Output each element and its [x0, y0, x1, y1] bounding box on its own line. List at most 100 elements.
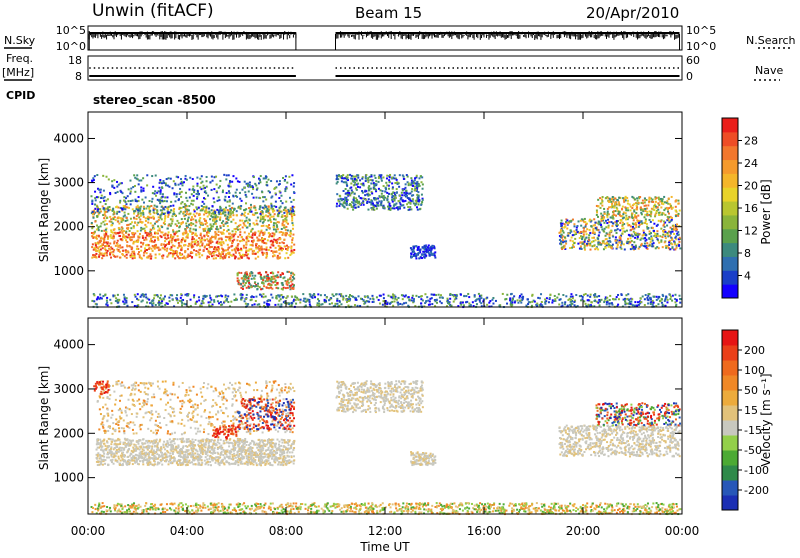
- power-cell: [386, 192, 388, 194]
- power-cell: [677, 215, 679, 217]
- power-cell: [318, 300, 320, 302]
- power-cell: [232, 219, 234, 221]
- power-cell: [676, 223, 678, 225]
- freq-tick-low: 8: [75, 70, 82, 83]
- power-cell: [111, 248, 113, 250]
- power-cell: [653, 223, 655, 225]
- power-cell: [658, 198, 660, 200]
- power-cell: [649, 219, 651, 221]
- power-cell: [612, 244, 614, 246]
- power-cell: [633, 219, 635, 221]
- power-cell: [389, 174, 391, 176]
- power-cell: [229, 211, 231, 213]
- power-cell: [283, 287, 285, 289]
- power-cell: [408, 202, 410, 204]
- power-cell: [266, 210, 268, 212]
- power-cell: [678, 202, 680, 204]
- power-cell: [138, 213, 140, 215]
- power-cell: [257, 285, 259, 287]
- power-cell: [211, 209, 213, 211]
- power-cell: [371, 175, 373, 177]
- power-cell: [656, 230, 658, 232]
- power-cell: [154, 236, 156, 238]
- power-cell: [200, 239, 202, 241]
- power-cell: [633, 210, 635, 212]
- power-cell: [126, 254, 128, 256]
- power-cell: [663, 196, 665, 198]
- power-cell: [286, 283, 288, 285]
- power-cell: [153, 211, 155, 213]
- power-cell: [480, 297, 482, 299]
- power-cell: [600, 224, 602, 226]
- power-cell: [277, 228, 279, 230]
- power-cell: [218, 253, 220, 255]
- power-cell: [240, 287, 242, 289]
- power-cell: [614, 204, 616, 206]
- power-cell: [157, 247, 159, 249]
- power-cell: [644, 208, 646, 210]
- power-cell: [290, 247, 292, 249]
- power-cell: [661, 202, 663, 204]
- power-cell: [251, 193, 253, 195]
- noise-tick-high: 10^5: [56, 24, 86, 37]
- power-cell: [372, 207, 374, 209]
- power-cell: [135, 296, 137, 298]
- power-cell: [251, 272, 253, 274]
- power-cell: [160, 294, 162, 296]
- power-cell: [638, 304, 640, 306]
- power-cell: [93, 294, 95, 296]
- power-cell: [514, 301, 516, 303]
- power-cell: [293, 182, 295, 184]
- power-cell: [103, 200, 105, 202]
- power-cell: [676, 247, 678, 249]
- power-cell: [651, 237, 653, 239]
- power-cell: [677, 200, 679, 202]
- power-cell: [612, 222, 614, 224]
- power-cell: [671, 239, 673, 241]
- power-cell: [650, 298, 652, 300]
- power-cell: [204, 228, 206, 230]
- power-cell: [127, 195, 129, 197]
- power-cell: [223, 242, 225, 244]
- power-cell: [105, 249, 107, 251]
- power-cell: [336, 193, 338, 195]
- power-cell: [378, 299, 380, 301]
- power-cell: [109, 206, 111, 208]
- power-cell: [267, 220, 269, 222]
- power-cell: [246, 287, 248, 289]
- power-cell: [184, 203, 186, 205]
- power-cell: [353, 196, 355, 198]
- power-cell: [150, 248, 152, 250]
- power-cell: [449, 293, 451, 295]
- power-cell: [247, 235, 249, 237]
- power-cell: [364, 194, 366, 196]
- power-cell: [290, 230, 292, 232]
- power-cell: [292, 228, 294, 230]
- power-cell: [398, 186, 400, 188]
- power-cell: [285, 217, 287, 219]
- power-cell: [227, 295, 229, 297]
- power-cell: [413, 251, 415, 253]
- power-cell: [209, 301, 211, 303]
- power-cell: [174, 233, 176, 235]
- power-cell: [373, 184, 375, 186]
- power-cell: [235, 256, 237, 258]
- power-cell: [259, 197, 261, 199]
- power-cell: [145, 232, 147, 234]
- power-cell: [137, 222, 139, 224]
- power-cell: [624, 248, 626, 250]
- power-cell: [192, 188, 194, 190]
- power-cell: [605, 226, 607, 228]
- power-cell: [100, 237, 102, 239]
- power-cell: [133, 213, 135, 215]
- power-cell: [562, 294, 564, 296]
- power-cell: [173, 251, 175, 253]
- power-cell: [618, 197, 620, 199]
- power-cell: [650, 212, 652, 214]
- power-cell: [277, 304, 279, 306]
- power-cell: [286, 271, 288, 273]
- power-cell: [267, 215, 269, 217]
- power-cell: [251, 237, 253, 239]
- power-cell: [280, 231, 282, 233]
